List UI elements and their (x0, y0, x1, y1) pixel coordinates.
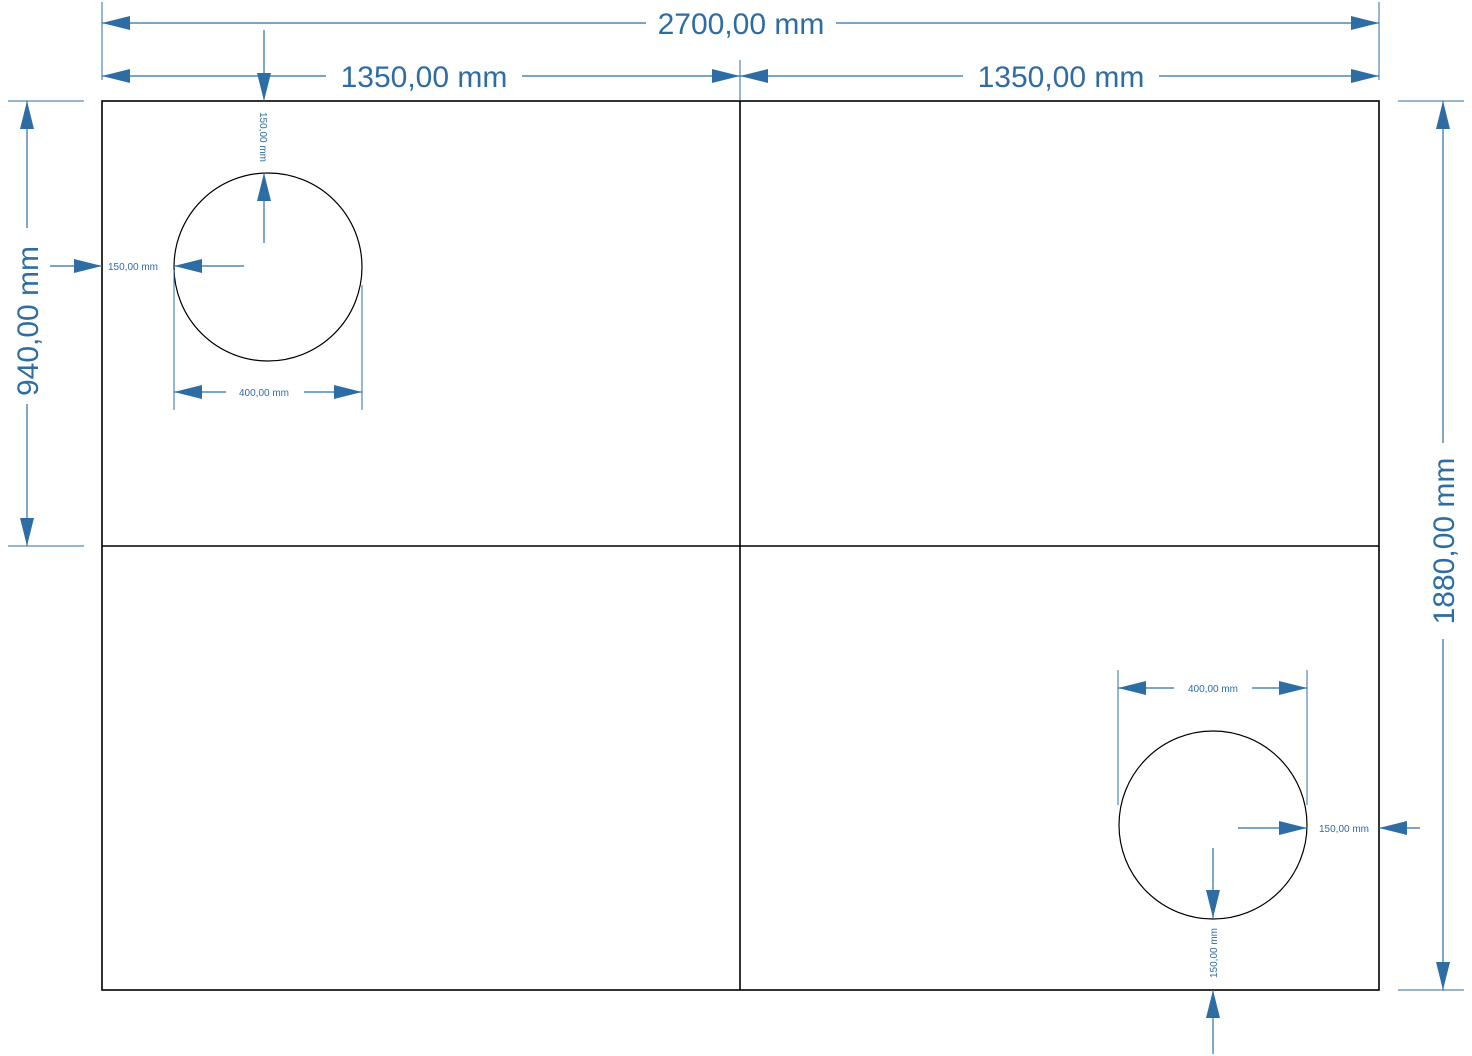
dimension-hole1-top-offset: 150,00 mm (257, 30, 271, 243)
hole-top-left (174, 173, 362, 361)
half-width-left-label: 1350,00 mm (341, 61, 508, 94)
hole2-right-offset-label: 150,00 mm (1319, 824, 1369, 835)
hole2-diameter-label: 400,00 mm (1188, 684, 1238, 695)
dimension-hole1-diameter: 400,00 mm (174, 270, 362, 410)
hole1-diameter-label: 400,00 mm (239, 388, 289, 399)
dimension-total-height: 1880,00 mm (1398, 101, 1464, 990)
hole1-top-offset-label: 150,00 mm (257, 112, 268, 162)
total-width-label: 2700,00 mm (658, 8, 825, 41)
dimension-half-width-left: 1350,00 mm (102, 60, 740, 100)
half-height-label: 940,00 mm (12, 246, 45, 396)
total-height-label: 1880,00 mm (1428, 458, 1461, 625)
dimension-hole2-diameter: 400,00 mm (1118, 670, 1307, 805)
hole1-left-offset-label: 150,00 mm (108, 262, 158, 273)
dimension-half-height: 940,00 mm (8, 101, 84, 546)
dimension-half-width-right: 1350,00 mm (740, 60, 1379, 94)
dimension-hole1-left-offset: 150,00 mm (50, 259, 244, 273)
hole2-bottom-offset-label: 150,00 mm (1209, 928, 1220, 978)
half-width-right-label: 1350,00 mm (978, 61, 1145, 94)
panel-outline (102, 101, 1379, 990)
dimension-hole2-right-offset: 150,00 mm (1238, 821, 1420, 835)
dimension-hole2-bottom-offset: 150,00 mm (1206, 848, 1220, 1054)
